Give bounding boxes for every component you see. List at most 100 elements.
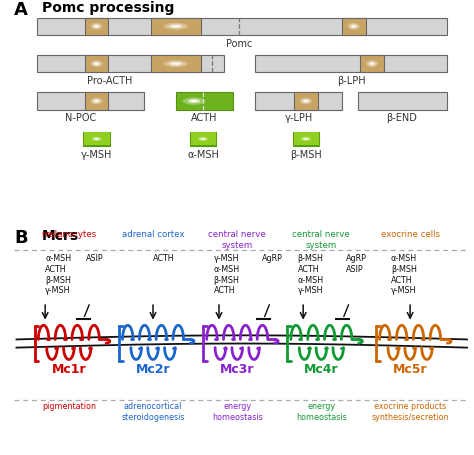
Text: exocrine products
synthesis/secretion: exocrine products synthesis/secretion: [371, 402, 449, 422]
Bar: [294, 132, 319, 146]
Text: adrenal cortex: adrenal cortex: [122, 230, 184, 239]
Text: β-MSH: β-MSH: [45, 276, 71, 285]
Text: β-MSH: β-MSH: [213, 276, 239, 285]
Ellipse shape: [300, 98, 312, 104]
Text: exocrine cells: exocrine cells: [381, 230, 439, 239]
Text: A: A: [14, 1, 28, 19]
Text: ASIP: ASIP: [86, 254, 104, 263]
Text: ACTH: ACTH: [153, 254, 174, 263]
Text: central nerve
system: central nerve system: [292, 230, 350, 250]
Text: Pro-ACTH: Pro-ACTH: [87, 76, 132, 86]
Bar: [85, 55, 109, 72]
Ellipse shape: [303, 138, 309, 140]
Ellipse shape: [302, 99, 310, 103]
Ellipse shape: [173, 63, 179, 65]
Text: ACTH: ACTH: [298, 265, 319, 274]
Bar: [191, 132, 216, 146]
Text: ACTH: ACTH: [191, 113, 218, 123]
Text: ACTH: ACTH: [391, 276, 413, 285]
Text: central nerve
system: central nerve system: [208, 230, 266, 250]
Text: γ-MSH: γ-MSH: [81, 150, 112, 160]
Text: B: B: [14, 229, 28, 247]
Text: β-LPH: β-LPH: [337, 76, 365, 86]
Text: energy
homeostasis: energy homeostasis: [212, 402, 263, 422]
Ellipse shape: [368, 62, 375, 66]
Text: α-MSH: α-MSH: [391, 254, 417, 263]
Ellipse shape: [95, 100, 98, 102]
Text: γ-MSH: γ-MSH: [213, 254, 239, 263]
Ellipse shape: [352, 25, 356, 27]
Ellipse shape: [347, 23, 360, 30]
Ellipse shape: [91, 137, 102, 141]
Text: β-MSH: β-MSH: [290, 150, 322, 160]
Text: Mc4r: Mc4r: [304, 363, 339, 376]
Ellipse shape: [304, 100, 308, 102]
Text: β-MSH: β-MSH: [391, 265, 417, 274]
Ellipse shape: [169, 25, 182, 28]
Ellipse shape: [94, 138, 100, 140]
Ellipse shape: [95, 138, 98, 140]
Bar: [360, 55, 384, 72]
Ellipse shape: [173, 25, 179, 27]
Bar: [84, 132, 109, 146]
Ellipse shape: [91, 98, 103, 104]
Ellipse shape: [191, 100, 197, 102]
Ellipse shape: [304, 138, 307, 140]
Text: ACTH: ACTH: [45, 265, 67, 274]
Ellipse shape: [366, 60, 378, 67]
Ellipse shape: [183, 97, 205, 105]
Text: AgRP: AgRP: [262, 254, 283, 263]
Text: Pomc processing: Pomc processing: [42, 1, 174, 15]
Ellipse shape: [95, 63, 98, 65]
Text: Mc2r: Mc2r: [136, 363, 170, 376]
Ellipse shape: [188, 99, 201, 103]
Ellipse shape: [95, 25, 98, 27]
Bar: [83, 132, 110, 146]
Bar: [255, 92, 342, 110]
Bar: [37, 55, 224, 72]
Text: Mcrs: Mcrs: [42, 229, 79, 243]
Text: AgRP: AgRP: [346, 254, 367, 263]
Ellipse shape: [200, 138, 206, 140]
Ellipse shape: [93, 62, 100, 66]
Ellipse shape: [169, 62, 182, 66]
Bar: [85, 92, 109, 110]
Ellipse shape: [370, 63, 374, 65]
Ellipse shape: [164, 23, 188, 30]
Bar: [293, 132, 319, 146]
Text: ASIP: ASIP: [346, 265, 364, 274]
Bar: [358, 92, 447, 110]
Ellipse shape: [91, 60, 103, 67]
Bar: [255, 55, 447, 72]
Ellipse shape: [350, 25, 357, 28]
Text: Mc3r: Mc3r: [220, 363, 255, 376]
Ellipse shape: [201, 138, 205, 140]
Text: α-MSH: α-MSH: [213, 265, 240, 274]
Text: Mc5r: Mc5r: [393, 363, 428, 376]
Text: α-MSH: α-MSH: [187, 150, 219, 160]
Text: N-POC: N-POC: [64, 113, 96, 123]
Text: α-MSH: α-MSH: [45, 254, 71, 263]
Ellipse shape: [164, 60, 188, 67]
Text: ACTH: ACTH: [213, 287, 235, 295]
Text: melanocytes: melanocytes: [41, 230, 96, 239]
Text: Mc1r: Mc1r: [52, 363, 86, 376]
Ellipse shape: [93, 99, 100, 103]
Bar: [37, 92, 144, 110]
Bar: [37, 18, 447, 35]
Ellipse shape: [93, 25, 100, 28]
Text: γ-MSH: γ-MSH: [391, 287, 417, 295]
Text: γ-MSH: γ-MSH: [45, 287, 71, 295]
Bar: [85, 18, 109, 35]
Text: β-END: β-END: [386, 113, 417, 123]
Text: γ-LPH: γ-LPH: [284, 113, 313, 123]
Text: energy
homeostasis: energy homeostasis: [296, 402, 347, 422]
Bar: [342, 18, 365, 35]
Text: γ-MSH: γ-MSH: [298, 287, 323, 295]
Bar: [176, 92, 233, 110]
Text: adrenocortical
steroidogenesis: adrenocortical steroidogenesis: [121, 402, 185, 422]
Bar: [294, 92, 318, 110]
Text: β-MSH: β-MSH: [298, 254, 324, 263]
Text: Pomc: Pomc: [226, 39, 253, 49]
Bar: [151, 18, 201, 35]
